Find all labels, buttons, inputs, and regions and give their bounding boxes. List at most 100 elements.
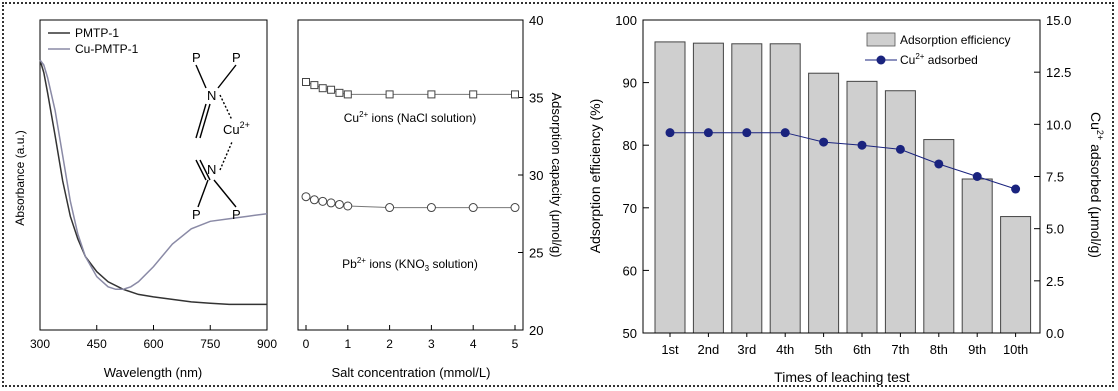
p2-pb-ann-charge: 2+ [357,256,366,265]
p2-cu-series-annotation: Cu2+ ions (NaCl solution) [344,110,477,125]
p3-ticks: 50 60 70 80 90 100 0.0 2.5 5.0 7.5 10.0 12.5 15.0 1st… [615,13,1071,357]
p3-y2-tick-label: 2.5 [1046,274,1064,289]
panel-leaching-test: 50 60 70 80 90 100 0.0 2.5 5.0 7.5 10.0 12.5 15.0 1st… [587,13,1105,385]
p2-circle-point [426,203,436,213]
p3-bar-4th [769,43,801,334]
p1-x-ticks: 300 450 600 750 900 [30,325,277,351]
p3-y-tick-label: 90 [623,76,637,91]
p3-cu-point-2nd [703,128,713,138]
p1-x-axis-label: Wavelength (nm) [104,365,203,380]
p3-cu-point-10th [1011,184,1021,194]
p2-square-point [511,90,519,99]
p2-x-tick-label: 2 [386,337,393,351]
p2-pb-ann-text2: solution) [429,257,478,271]
inset-atom-n2: N [207,162,216,177]
p3-x-tick-label: 6th [853,342,871,357]
p2-square-point [469,90,478,99]
p3-x-tick-label: 9th [968,342,986,357]
figure-frame [2,2,1114,387]
legend-label-pmtp1: PMTP-1 [75,26,119,40]
p1-y-axis-label: Absorbance (a.u.) [13,130,27,225]
p1-x-tick-label: 900 [257,337,277,351]
p2-pb-ann-element: Pb [342,257,357,271]
legend-label-cu-adsorbed: Cu2+ adsorbed [900,52,978,67]
p3-cu-point-6th [857,140,867,150]
p3-right-ylabel-text: adsorbed (μmol/g) [1088,140,1104,258]
p3-bar-10th [1000,216,1032,334]
p2-plot-frame [297,19,524,331]
p2-square-point [343,90,352,99]
p2-cu-ann-element: Cu [344,111,359,125]
p3-bars-group [654,41,1032,334]
p3-y-axis-label: Adsorption efficiency (%) [587,99,603,254]
p1-x-tick-label: 750 [200,337,220,351]
p3-cu-point-9th [972,172,982,181]
p2-y-tick-label: 25 [529,246,543,261]
p1-plot-frame [39,19,268,331]
p2-circle-point [385,203,395,213]
p3-x-tick-label: 10th [1003,342,1028,357]
inset-atom-p4: P [232,207,241,222]
p3-cu-point-1st [665,128,675,138]
panel-absorbance: 300 450 600 750 900 PMTP-1 Cu-PMTP-1 P P N C… [13,19,277,380]
p3-cu-point-5th [819,137,829,147]
p2-x-tick-label: 3 [428,337,435,351]
p3-y2-tick-label: 7.5 [1046,170,1064,185]
p3-bar-6th [846,80,878,334]
legend-swatch-adsorption-efficiency [866,32,896,47]
inset-atom-cu-symbol: Cu [223,122,240,137]
p2-cu-ann-text: ions (NaCl solution) [368,111,476,125]
inset-atom-cu: Cu2+ [223,120,250,137]
p3-x-tick-label: 4th [776,342,794,357]
legend-marker-cu-adsorbed [876,55,886,65]
p1-x-tick-label: 450 [87,337,107,351]
p2-y-tick-label: 30 [529,168,543,183]
p2-pb-ann-sub: 3 [425,264,430,273]
legend-cu-charge: 2+ [915,52,924,61]
p2-pb-series-annotation: Pb2+ ions (KNO3 solution) [342,256,478,273]
p3-cu-point-4th [780,128,790,138]
p2-x-tick-label: 5 [512,337,519,351]
p3-x-tick-label: 3rd [737,342,756,357]
p2-x-tick-label: 1 [344,337,351,351]
p3-y2-tick-label: 10.0 [1046,117,1071,132]
p2-square-point [302,78,310,86]
p2-circle-point [318,196,328,206]
p3-x-tick-label: 1st [661,342,679,357]
inset-atom-n1: N [207,88,216,103]
p3-x-tick-label: 7th [891,342,909,357]
p2-series-group [301,78,520,213]
inset-atom-p2: P [232,50,241,65]
p2-pb-ann-text1: ions (KNO [366,257,425,271]
p2-x-axis-label: Salt concentration (mmol/L) [332,365,491,380]
p3-cu-point-8th [934,159,944,169]
p3-bar-3rd [731,43,763,334]
p2-circle-point [326,198,336,208]
p1-series-group [39,59,268,306]
p2-square-point [318,84,327,93]
p2-y-tick-label: 20 [529,323,543,338]
p3-y-tick-label: 100 [615,13,637,28]
p2-ticks: 0 1 2 3 4 5 20 25 30 35 40 [303,13,544,351]
p2-x-tick-label: 4 [470,337,477,351]
legend-label-cu-pmtp1: Cu-PMTP-1 [75,42,139,56]
p1-series-line-1 [39,59,268,291]
p3-cu-point-7th [895,144,905,154]
p2-cu-ann-charge: 2+ [359,110,368,119]
p3-y-tick-label: 70 [623,201,637,216]
p2-y-tick-label: 40 [529,13,543,28]
p2-circle-point [468,203,478,213]
p3-right-ylabel-element: Cu [1088,112,1104,130]
p2-circle-point [334,199,344,209]
inset-molecule-structure [195,64,237,208]
p1-x-tick-label: 600 [143,337,163,351]
p2-series-line-0 [305,81,515,95]
p3-y-tick-label: 50 [623,326,637,341]
p3-right-y-axis-label: Cu2+ adsorbed (μmol/g) [1088,112,1105,258]
p3-y2-tick-label: 5.0 [1046,222,1064,237]
p2-square-point [310,81,319,90]
p2-square-point [327,85,336,94]
p2-square-point [335,88,344,97]
